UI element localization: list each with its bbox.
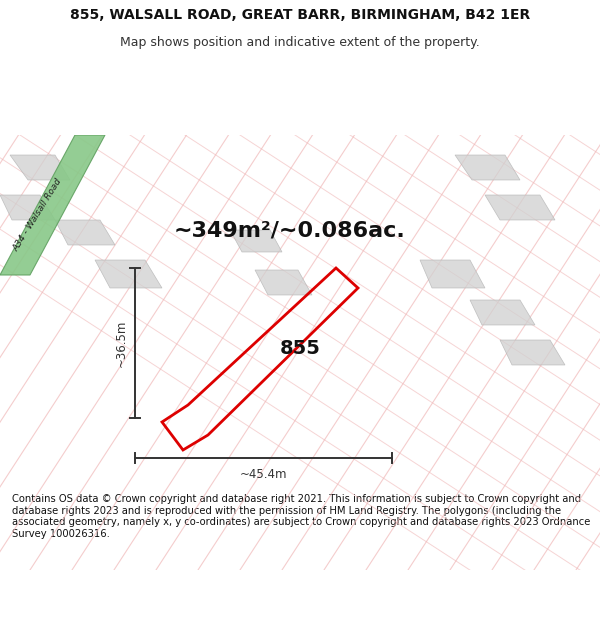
Polygon shape <box>0 195 55 220</box>
Text: ~36.5m: ~36.5m <box>115 319 128 367</box>
Text: A34 - Walsall Road: A34 - Walsall Road <box>12 177 64 253</box>
Polygon shape <box>500 340 565 365</box>
Polygon shape <box>470 300 535 325</box>
Polygon shape <box>485 195 555 220</box>
Polygon shape <box>55 220 115 245</box>
Polygon shape <box>455 155 520 180</box>
Text: ~45.4m: ~45.4m <box>240 468 287 481</box>
Text: ~349m²/~0.086ac.: ~349m²/~0.086ac. <box>174 220 406 240</box>
Polygon shape <box>10 155 70 180</box>
Text: 855: 855 <box>280 339 320 357</box>
Polygon shape <box>95 260 162 288</box>
Polygon shape <box>420 260 485 288</box>
Text: 855, WALSALL ROAD, GREAT BARR, BIRMINGHAM, B42 1ER: 855, WALSALL ROAD, GREAT BARR, BIRMINGHA… <box>70 8 530 22</box>
Polygon shape <box>255 270 312 295</box>
Text: Map shows position and indicative extent of the property.: Map shows position and indicative extent… <box>120 36 480 49</box>
Text: Contains OS data © Crown copyright and database right 2021. This information is : Contains OS data © Crown copyright and d… <box>12 494 590 539</box>
Polygon shape <box>0 135 105 275</box>
Polygon shape <box>230 230 282 252</box>
